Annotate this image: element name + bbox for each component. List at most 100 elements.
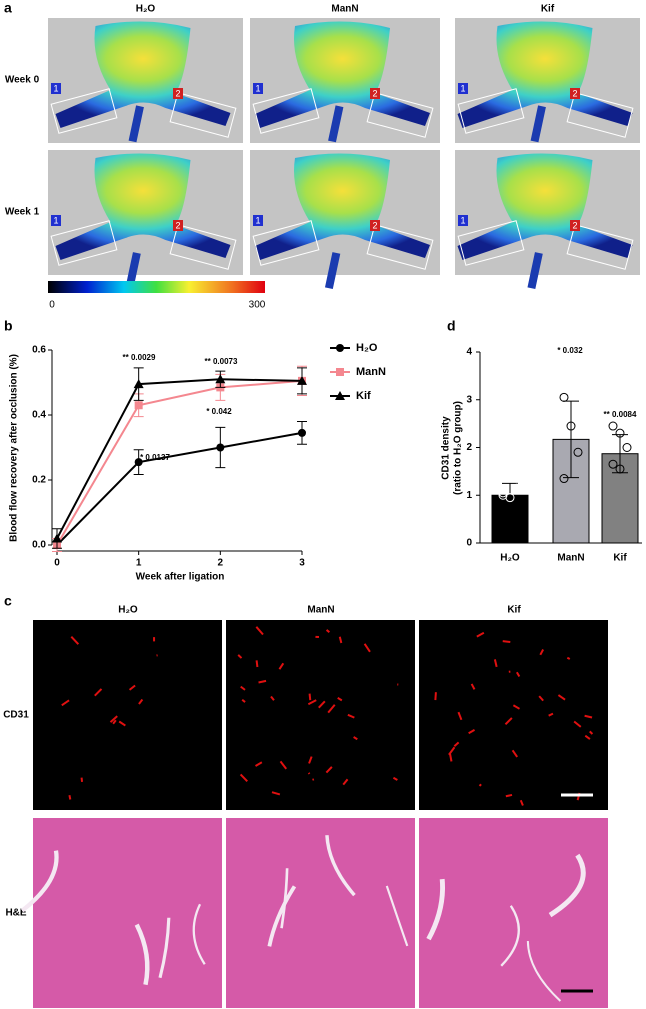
column-header: Kif — [541, 4, 555, 15]
vessel — [255, 761, 263, 767]
significance-label: ** 0.0029 — [123, 353, 156, 362]
region-number: 2 — [175, 220, 180, 230]
significance-label: * 0.042 — [206, 407, 232, 416]
cd31-stain-image — [33, 620, 222, 810]
vessel — [138, 698, 144, 705]
column-header: ManN — [307, 605, 334, 616]
x-tick-label: 1 — [136, 558, 142, 569]
connective-tissue — [158, 917, 171, 979]
vessel — [478, 783, 482, 787]
marker — [134, 401, 143, 410]
region-number: 2 — [372, 88, 377, 98]
vessel — [589, 730, 594, 735]
colorbar-label: 300 — [249, 300, 266, 311]
vessel — [241, 698, 246, 703]
vessel — [237, 654, 243, 659]
panel-label: c — [4, 593, 12, 609]
y-axis-label: (ratio to H₂O group) — [453, 401, 464, 495]
x-tick-label: 0 — [54, 558, 60, 569]
vessel — [448, 746, 456, 756]
region-badge — [51, 215, 61, 226]
x-tick-label: ManN — [557, 553, 584, 564]
vessel — [515, 671, 521, 678]
connective-tissue — [325, 835, 356, 897]
region-box — [566, 224, 634, 270]
connective-tissue — [526, 940, 562, 1002]
row-label: Week 1 — [5, 207, 40, 218]
legend-label: Kif — [356, 390, 371, 402]
line — [56, 378, 303, 539]
vessel — [307, 772, 311, 775]
vessel — [325, 629, 331, 633]
y-tick-label: 4 — [466, 347, 472, 358]
y-tick-label: 0.0 — [32, 540, 46, 551]
perfusion-map — [457, 21, 633, 129]
marker — [216, 443, 225, 452]
y-axis-label: CD31 density — [441, 416, 452, 480]
region-badge — [458, 215, 468, 226]
vessel — [338, 636, 343, 644]
tail — [328, 105, 344, 143]
vessel — [255, 660, 259, 668]
perfusion-map — [55, 21, 231, 129]
vessel — [239, 773, 248, 783]
vessel — [61, 699, 70, 707]
tail — [324, 252, 341, 289]
significance-label: * 0.0137 — [140, 453, 170, 462]
marker — [133, 379, 144, 389]
colorbar-label: 0 — [49, 300, 55, 311]
region-number: 2 — [572, 88, 577, 98]
marker — [215, 374, 226, 384]
vessel — [566, 656, 571, 660]
marker — [134, 458, 143, 467]
region-box — [366, 224, 434, 270]
cd31-stain-image — [226, 620, 415, 810]
vessel — [118, 720, 126, 727]
y-tick-label: 2 — [466, 442, 472, 453]
vessel — [327, 704, 336, 714]
perfusion-map — [255, 21, 430, 129]
perfusion-map — [55, 153, 231, 260]
vessel — [573, 720, 582, 728]
significance-label: ** 0.0084 — [604, 410, 637, 419]
vessel — [457, 711, 463, 721]
legend-label: H₂O — [356, 342, 378, 354]
column-header: H₂O — [118, 605, 138, 616]
region-box — [252, 220, 320, 266]
significance-label: ** 0.0073 — [205, 357, 238, 366]
region-box — [169, 92, 237, 138]
vessel — [94, 688, 103, 697]
x-tick-label: 3 — [299, 558, 305, 569]
vessel — [112, 719, 117, 725]
region-box — [566, 92, 634, 138]
vessel — [470, 683, 476, 690]
y-tick-label: 0.6 — [32, 345, 46, 356]
perfusion-map — [255, 153, 430, 260]
vessel — [511, 749, 519, 758]
y-tick-label: 1 — [466, 490, 472, 501]
line — [56, 379, 303, 546]
marker — [336, 368, 344, 376]
region-box — [457, 220, 525, 266]
vessel — [353, 736, 358, 741]
region-badge — [173, 88, 183, 99]
y-tick-label: 0.2 — [32, 475, 46, 486]
vessel — [128, 684, 136, 691]
region-box — [50, 220, 118, 266]
vessel — [504, 717, 513, 725]
vessel — [538, 695, 544, 702]
region-number: 2 — [572, 220, 577, 230]
region-box — [366, 92, 434, 138]
region-badge — [458, 83, 468, 94]
region-box — [252, 88, 320, 134]
marker — [52, 533, 62, 543]
vessel — [519, 799, 524, 806]
region-number: 2 — [372, 220, 377, 230]
he-stain-image — [226, 818, 415, 1008]
cd31-stain-image — [419, 620, 608, 810]
region-box — [169, 224, 237, 270]
vessel — [584, 714, 593, 719]
y-axis-label: Blood flow recovery after occlusion (%) — [9, 354, 20, 542]
row-label: CD31 — [3, 710, 29, 721]
column-header: H₂O — [136, 4, 156, 15]
